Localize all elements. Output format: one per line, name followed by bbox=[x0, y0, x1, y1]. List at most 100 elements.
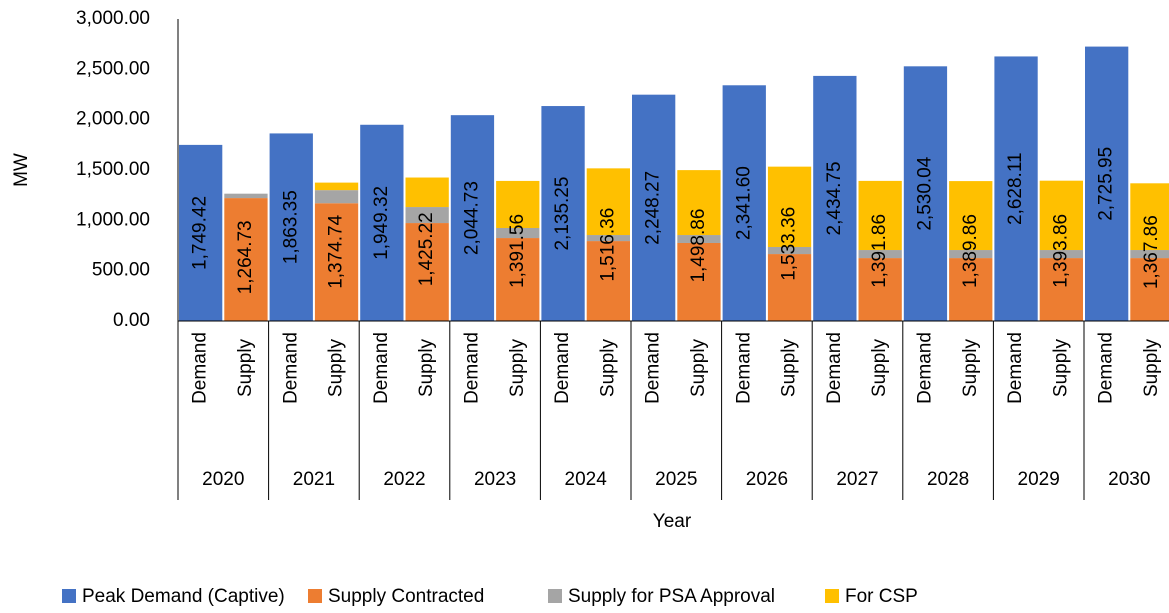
bar-segment bbox=[360, 124, 404, 321]
bar-segment bbox=[1130, 183, 1169, 251]
x-tick-label: Supply bbox=[416, 338, 437, 397]
bar-segment bbox=[858, 250, 902, 259]
bar-segment bbox=[586, 235, 630, 242]
bar-segment bbox=[949, 250, 993, 259]
data-label: 1,374.74 bbox=[326, 214, 347, 288]
x-tick-label: Supply bbox=[688, 338, 709, 397]
legend-swatch bbox=[62, 589, 76, 603]
bar-segment bbox=[949, 258, 993, 321]
bar-segment bbox=[858, 258, 902, 321]
legend-swatch bbox=[308, 589, 322, 603]
group-label: 2030 bbox=[1108, 469, 1150, 490]
x-tick-label: Supply bbox=[597, 338, 618, 397]
x-tick-label: Demand bbox=[1005, 332, 1026, 404]
data-label: 1,264.73 bbox=[235, 220, 256, 294]
x-tick-label: Supply bbox=[779, 338, 800, 397]
group-label: 2029 bbox=[1018, 469, 1060, 490]
bar-segment bbox=[1039, 258, 1083, 321]
group-label: 2021 bbox=[293, 469, 335, 490]
x-tick-label: Supply bbox=[326, 338, 347, 397]
x-tick-label: Supply bbox=[507, 338, 528, 397]
bar-segment bbox=[405, 207, 449, 224]
legend-label: Supply Contracted bbox=[328, 586, 484, 607]
data-label: 2,725.95 bbox=[1096, 147, 1117, 221]
x-tick-label: Supply bbox=[1050, 338, 1071, 397]
data-label: 1,391.56 bbox=[507, 214, 528, 288]
bar-segment bbox=[179, 144, 223, 321]
x-tick-label: Demand bbox=[461, 332, 482, 404]
bar-segment bbox=[1130, 258, 1169, 321]
group-label: 2022 bbox=[383, 469, 425, 490]
data-label: 1,389.86 bbox=[960, 214, 981, 288]
bar-segment bbox=[405, 177, 449, 208]
data-label: 1,393.86 bbox=[1050, 214, 1071, 288]
y-tick-label: 2,500.00 bbox=[76, 58, 150, 79]
data-label: 1,498.86 bbox=[688, 209, 709, 283]
y-tick-label: 500.00 bbox=[92, 260, 150, 281]
bar-segment bbox=[224, 193, 268, 199]
legend-swatch bbox=[825, 589, 839, 603]
x-tick-label: Demand bbox=[914, 332, 935, 404]
x-tick-label: Demand bbox=[371, 332, 392, 404]
data-label: 1,949.32 bbox=[371, 186, 392, 260]
bar-segment bbox=[677, 235, 721, 243]
data-label: 1,367.86 bbox=[1141, 215, 1162, 289]
bar-segment bbox=[314, 203, 359, 321]
group-label: 2028 bbox=[927, 469, 969, 490]
x-tick-label: Demand bbox=[643, 332, 664, 404]
data-label: 1,749.42 bbox=[190, 196, 211, 270]
x-tick-label: Demand bbox=[190, 332, 211, 404]
bar-segment bbox=[1039, 180, 1083, 251]
bar-segment bbox=[767, 166, 812, 248]
bar-segment bbox=[496, 238, 540, 321]
x-tick-label: Demand bbox=[733, 332, 754, 404]
data-label: 2,044.73 bbox=[461, 181, 482, 255]
x-tick-label: Supply bbox=[1141, 338, 1162, 397]
data-label: 1,425.22 bbox=[416, 212, 437, 286]
bar-segment bbox=[541, 106, 585, 321]
legend-label: Supply for PSA Approval bbox=[568, 586, 775, 607]
y-tick-label: 1,500.00 bbox=[76, 159, 150, 180]
data-label: 2,341.60 bbox=[733, 166, 754, 240]
bar-segment bbox=[586, 241, 630, 321]
bar-segment bbox=[314, 190, 359, 204]
bar-segment bbox=[1039, 250, 1083, 259]
group-label: 2020 bbox=[202, 469, 244, 490]
legend-swatch bbox=[548, 589, 562, 603]
x-axis-title: Year bbox=[653, 511, 692, 532]
data-label: 2,628.11 bbox=[1005, 152, 1026, 225]
x-tick-label: Demand bbox=[552, 332, 573, 404]
bar-segment bbox=[767, 247, 812, 255]
data-label: 2,135.25 bbox=[552, 177, 573, 251]
y-tick-label: 2,000.00 bbox=[76, 109, 150, 130]
group-label: 2023 bbox=[474, 469, 516, 490]
bar-segment bbox=[450, 115, 495, 321]
bar-segment bbox=[496, 180, 540, 228]
data-label: 2,434.75 bbox=[824, 161, 845, 235]
bar-segment bbox=[767, 254, 812, 321]
bar-segment bbox=[813, 75, 857, 322]
bar-segment bbox=[314, 182, 359, 191]
data-label: 1,516.36 bbox=[597, 208, 618, 282]
y-tick-label: 1,000.00 bbox=[76, 209, 150, 230]
x-tick-label: Supply bbox=[960, 338, 981, 397]
group-label: 2024 bbox=[565, 469, 608, 490]
x-tick-label: Demand bbox=[280, 332, 301, 404]
x-tick-label: Demand bbox=[1096, 332, 1117, 404]
data-label: 2,248.27 bbox=[643, 171, 664, 245]
legend-label: Peak Demand (Captive) bbox=[82, 586, 285, 607]
group-label: 2025 bbox=[655, 469, 697, 490]
x-tick-label: Supply bbox=[235, 338, 256, 397]
bar-segment bbox=[224, 198, 268, 321]
bar-segment bbox=[269, 133, 313, 321]
bar-segment bbox=[949, 181, 993, 251]
bar-segment bbox=[586, 168, 630, 236]
y-axis-title: MW bbox=[11, 153, 32, 187]
bar-segment bbox=[677, 170, 721, 236]
bar-segment bbox=[496, 227, 540, 239]
bar-segment bbox=[1085, 46, 1129, 321]
bar-segment bbox=[677, 242, 721, 321]
data-label: 1,863.35 bbox=[280, 190, 301, 264]
bar-segment bbox=[994, 56, 1038, 322]
